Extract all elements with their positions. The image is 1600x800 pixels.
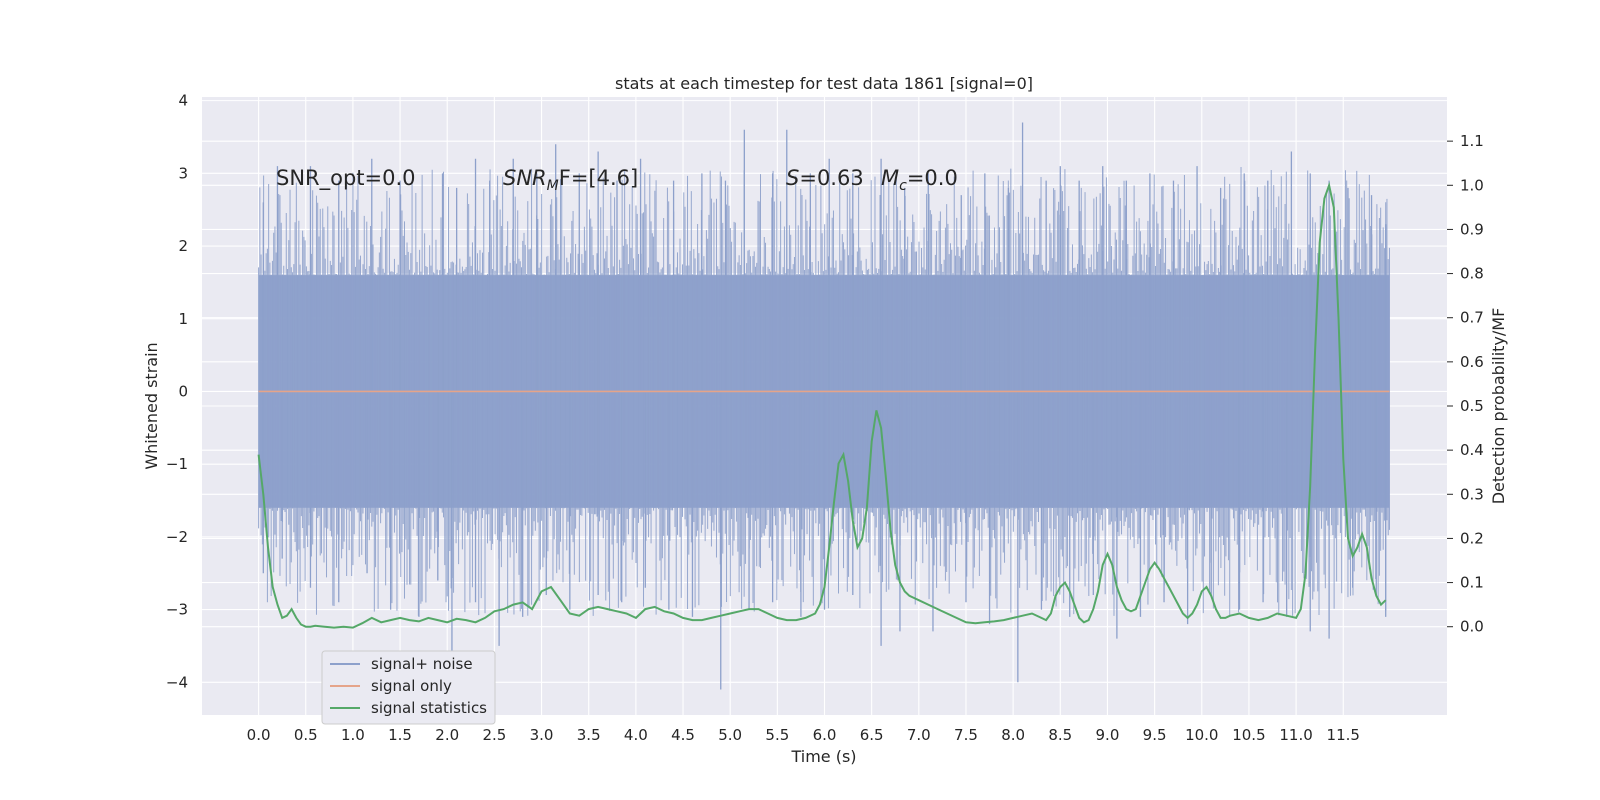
x-tick-label: 5.5 <box>765 726 789 744</box>
x-tick-label: 4.5 <box>671 726 695 744</box>
s-annotation: S=0.63 <box>786 166 864 190</box>
y-tick-label: 4 <box>178 92 188 110</box>
x-tick-label: 9.5 <box>1143 726 1167 744</box>
x-tick-label: 3.5 <box>577 726 601 744</box>
x-tick-label: 1.5 <box>388 726 412 744</box>
x-tick-label: 0.5 <box>294 726 318 744</box>
legend: signal+ noise signal only signal statist… <box>321 650 496 725</box>
x-tick-label: 7.5 <box>954 726 978 744</box>
y2-tick-label: 0.6 <box>1460 353 1484 371</box>
y2-axis-ticks: 1.1 1.0 0.9 0.8 0.7 0.6 0.5 0.4 0.3 0.2 0.1 0.0 <box>1447 132 1484 636</box>
y2-tick-label: 1.0 <box>1460 176 1484 194</box>
mc-base: M <box>881 166 899 190</box>
snr-mf-rest: F=[4.6] <box>559 166 638 190</box>
x-tick-label: 5.0 <box>718 726 742 744</box>
y-tick-label: −4 <box>166 673 188 691</box>
y-axis-label: Whitened strain <box>142 342 161 469</box>
x-tick-label: 2.5 <box>482 726 506 744</box>
y-axis-ticks: 4 3 2 1 0 −1 −2 −3 −4 <box>166 92 188 692</box>
y2-tick-label: 0.9 <box>1460 220 1484 238</box>
y2-tick-label: 1.1 <box>1460 132 1484 150</box>
x-tick-label: 2.0 <box>435 726 459 744</box>
snr-mf-annotation: SNRMF=[4.6] <box>503 166 638 194</box>
x-tick-label: 1.0 <box>341 726 365 744</box>
y-tick-label: −3 <box>166 601 188 619</box>
legend-label-signal-only: signal only <box>371 677 452 695</box>
x-axis-label: Time (s) <box>790 747 856 766</box>
x-tick-label: 11.0 <box>1279 726 1312 744</box>
x-axis-ticks: 0.0 0.5 1.0 1.5 2.0 2.5 3.0 3.5 4.0 4.5 5.0 5.5 6.0 6… <box>247 726 1360 744</box>
snr-opt-annotation: SNR_opt=0.0 <box>276 166 416 191</box>
y2-tick-label: 0.0 <box>1460 618 1484 636</box>
y-tick-label: 0 <box>178 382 188 400</box>
y-tick-label: 3 <box>178 164 188 182</box>
x-tick-label: 10.5 <box>1232 726 1265 744</box>
legend-label-signal-noise: signal+ noise <box>371 655 473 673</box>
y2-tick-label: 0.2 <box>1460 529 1484 547</box>
mc-val: =0.0 <box>907 166 958 190</box>
y-tick-label: −2 <box>166 528 188 546</box>
y2-tick-label: 0.5 <box>1460 397 1484 415</box>
x-tick-label: 9.0 <box>1096 726 1120 744</box>
snr-mf-sub: M <box>547 178 559 194</box>
y2-axis-label: Detection probability/MF <box>1489 308 1508 505</box>
x-tick-label: 8.0 <box>1001 726 1025 744</box>
chart-title: stats at each timestep for test data 186… <box>615 74 1033 93</box>
y2-tick-label: 0.3 <box>1460 485 1484 503</box>
x-tick-label: 0.0 <box>247 726 271 744</box>
y-tick-label: 2 <box>178 237 188 255</box>
mc-annotation: Mc=0.0 <box>881 166 958 194</box>
x-tick-label: 8.5 <box>1048 726 1072 744</box>
x-tick-label: 6.5 <box>860 726 884 744</box>
x-tick-label: 10.0 <box>1185 726 1218 744</box>
x-tick-label: 7.0 <box>907 726 931 744</box>
legend-label-signal-statistics: signal statistics <box>371 699 487 717</box>
y-tick-label: −1 <box>166 455 188 473</box>
y2-tick-label: 0.7 <box>1460 309 1484 327</box>
x-tick-label: 3.0 <box>530 726 554 744</box>
y2-tick-label: 0.4 <box>1460 441 1484 459</box>
x-tick-label: 11.5 <box>1327 726 1360 744</box>
s-val: =0.63 <box>799 166 863 190</box>
y2-tick-label: 0.8 <box>1460 265 1484 283</box>
mc-sub: c <box>899 178 907 194</box>
y-tick-label: 1 <box>178 310 188 328</box>
y2-tick-label: 0.1 <box>1460 574 1484 592</box>
x-tick-label: 4.0 <box>624 726 648 744</box>
s-var: S <box>786 166 799 190</box>
signal-statistics-line <box>257 181 1387 629</box>
legend-box <box>321 650 496 725</box>
x-tick-label: 6.0 <box>813 726 837 744</box>
snr-mf-base: SNR <box>503 166 547 190</box>
